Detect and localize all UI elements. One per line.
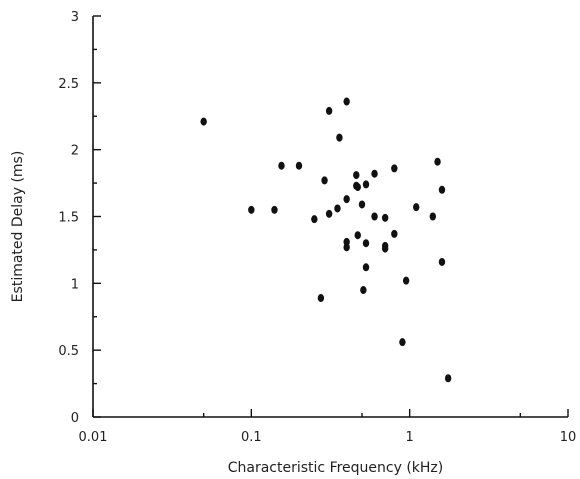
y-tick-label: 3 [71, 10, 79, 25]
data-point [438, 185, 446, 194]
data-point [362, 180, 370, 189]
y-axis-title: Estimated Delay (ms) [10, 151, 26, 303]
data-point [413, 203, 420, 212]
data-point [362, 263, 370, 272]
y-tick-label: 1.5 [58, 211, 79, 226]
data-point [371, 169, 378, 178]
x-ticks: 0.01 0.1 1 10 [79, 409, 577, 445]
data-point [381, 213, 389, 222]
y-tick-label: 0 [71, 411, 79, 426]
x-axis-title: Characteristic Frequency (kHz) [228, 460, 444, 476]
x-tick-label: 10 [560, 430, 577, 445]
data-point [295, 161, 303, 170]
data-point [311, 215, 318, 224]
y-tick-label: 2 [71, 144, 79, 159]
data-point [321, 176, 328, 185]
data-point [354, 183, 361, 192]
data-points [200, 97, 452, 383]
data-point [317, 294, 325, 303]
data-point [371, 212, 378, 221]
data-point [325, 209, 333, 218]
data-point [354, 231, 361, 240]
data-point [334, 204, 341, 213]
y-tick-label: 1 [71, 277, 79, 292]
x-tick-label: 1 [406, 430, 414, 445]
data-point [402, 276, 410, 285]
data-point [438, 257, 446, 266]
data-point [353, 171, 360, 180]
data-point [360, 286, 367, 295]
data-point [391, 164, 398, 173]
y-ticks: 0 0.5 1 1.5 2 2.5 3 [58, 10, 101, 426]
data-point [336, 133, 343, 142]
data-point [429, 212, 437, 221]
data-point [325, 106, 333, 115]
data-point [271, 205, 278, 214]
data-point [444, 374, 452, 383]
x-tick-label: 0.1 [241, 430, 262, 445]
data-point [358, 200, 366, 209]
data-point [343, 243, 350, 252]
data-point [399, 338, 406, 347]
x-tick-label: 0.01 [79, 430, 108, 445]
data-point [391, 229, 398, 238]
data-point [343, 195, 350, 204]
data-point [200, 117, 207, 126]
data-point [343, 97, 350, 106]
data-point [248, 205, 255, 214]
data-point [434, 157, 441, 166]
data-point [381, 244, 389, 253]
data-point [278, 161, 285, 170]
y-tick-label: 2.5 [58, 77, 79, 92]
y-tick-label: 0.5 [58, 344, 79, 359]
data-point [362, 239, 370, 248]
